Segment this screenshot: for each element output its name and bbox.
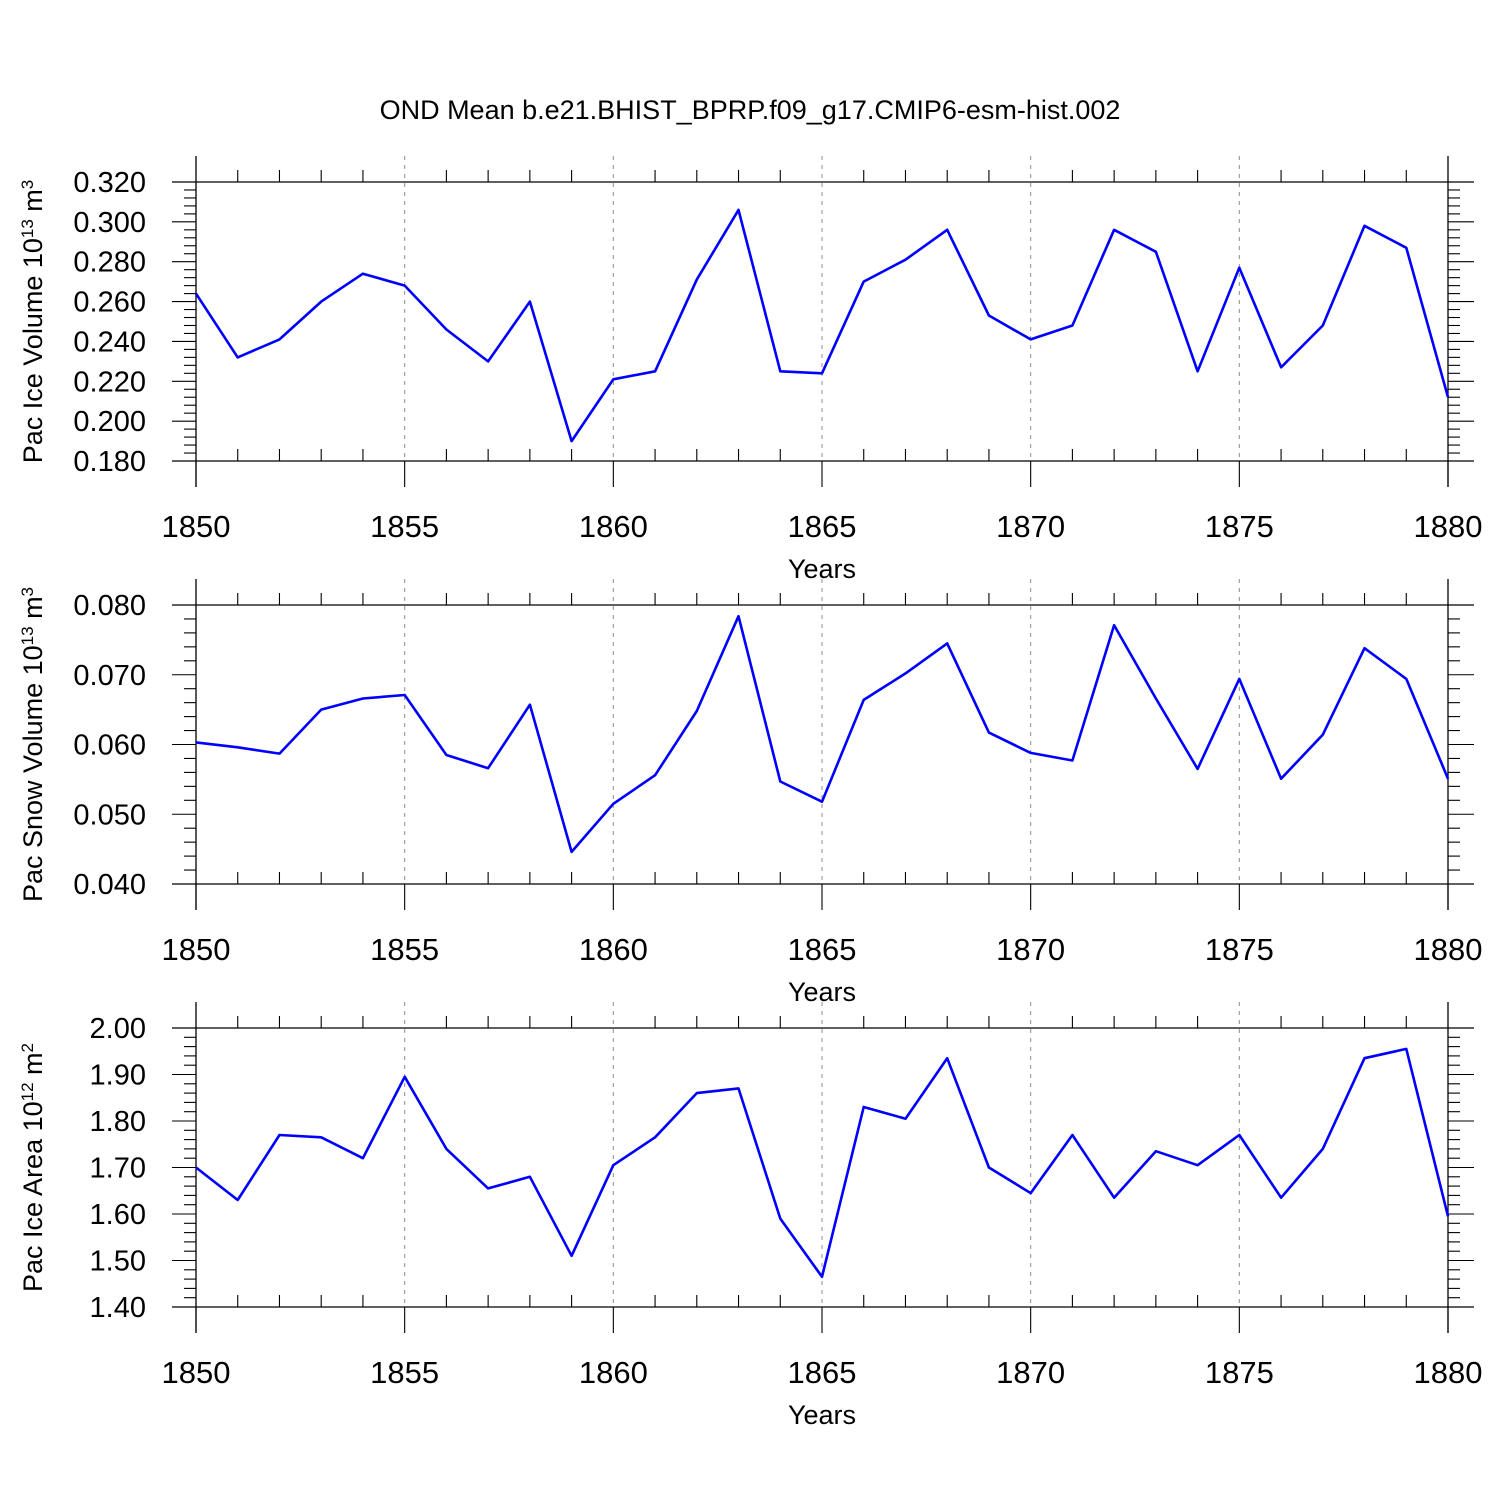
y-tick-label: 1.90 — [90, 1060, 146, 1092]
y-axis-label-part: m — [18, 596, 48, 626]
x-tick-label: 1880 — [1414, 932, 1483, 967]
y-tick-label: 0.300 — [73, 207, 146, 239]
y-tick-label: 0.320 — [73, 167, 146, 199]
y-axis-label-exponent: 13 — [18, 219, 37, 238]
y-tick-label: 0.040 — [73, 869, 146, 901]
y-tick-label: 0.240 — [73, 326, 146, 358]
y-tick-label: 0.080 — [73, 590, 146, 622]
x-axis-label: Years — [788, 1400, 856, 1430]
x-tick-label: 1880 — [1414, 1355, 1483, 1390]
y-tick-label: 0.280 — [73, 247, 146, 279]
y-axis-label: Pac Ice Volume 1013 m3 — [18, 180, 49, 464]
y-axis-label-part: m — [18, 189, 48, 219]
series-line-pac-ice-volume — [194, 208, 1450, 443]
y-axis-label-part: m — [18, 1052, 48, 1082]
y-axis-label: Pac Snow Volume 1013 m3 — [18, 587, 49, 902]
y-tick-label: 2.00 — [90, 1013, 146, 1045]
y-tick-label: 0.260 — [73, 287, 146, 319]
y-tick-label: 1.70 — [90, 1153, 146, 1185]
x-tick-label: 1860 — [579, 509, 648, 544]
y-tick-label: 0.180 — [73, 446, 146, 478]
x-tick-label: 1870 — [996, 932, 1065, 967]
x-tick-label: 1850 — [162, 509, 231, 544]
x-tick-label: 1860 — [579, 932, 648, 967]
y-tick-label: 0.200 — [73, 406, 146, 438]
y-tick-label: 1.80 — [90, 1106, 146, 1138]
panel-3: 2.00 1.90 1.80 1.70 1.60 1.50 1.40 1850 1855 1860… — [18, 1002, 1483, 1430]
y-axis-label-exponent: 12 — [18, 1082, 37, 1101]
x-tick-label: 1865 — [788, 932, 857, 967]
y-axis-label-exponent: 2 — [18, 1043, 37, 1052]
x-tick-label: 1855 — [370, 509, 439, 544]
x-tick-label: 1855 — [370, 1355, 439, 1390]
x-tick-label: 1875 — [1205, 509, 1274, 544]
y-axis-label-exponent: 3 — [18, 180, 37, 189]
x-tick-label: 1875 — [1205, 1355, 1274, 1390]
y-axis-label-part: Pac Ice Volume 10 — [18, 238, 48, 463]
x-tick-label: 1865 — [788, 1355, 857, 1390]
panels: 0.320 0.300 0.280 0.260 0.240 0.220 0.200 0.180… — [18, 156, 1483, 1430]
x-tick-label: 1865 — [788, 509, 857, 544]
y-tick-label: 0.070 — [73, 660, 146, 692]
y-axis-label-part: Pac Ice Area 10 — [18, 1101, 48, 1292]
x-tick-label: 1850 — [162, 1355, 231, 1390]
panel-1: 0.320 0.300 0.280 0.260 0.240 0.220 0.200 0.180… — [18, 156, 1483, 584]
x-tick-label: 1860 — [579, 1355, 648, 1390]
y-tick-label: 0.220 — [73, 366, 146, 398]
y-axis-label-part: Pac Snow Volume 10 — [18, 645, 48, 902]
y-tick-label: 0.050 — [73, 799, 146, 831]
x-tick-label: 1875 — [1205, 932, 1274, 967]
y-axis-label-exponent: 3 — [18, 587, 37, 596]
y-axis-label: Pac Ice Area 1012 m2 — [18, 1043, 49, 1292]
y-axis-label-exponent: 13 — [18, 626, 37, 645]
chart-title: OND Mean b.e21.BHIST_BPRP.f09_g17.CMIP6-… — [380, 95, 1121, 125]
x-tick-label: 1855 — [370, 932, 439, 967]
x-tick-label: 1850 — [162, 932, 231, 967]
x-tick-label: 1880 — [1414, 509, 1483, 544]
y-tick-label: 1.40 — [90, 1292, 146, 1324]
panel-2: 0.080 0.070 0.060 0.050 0.040 1850 1855 1860 186… — [18, 579, 1483, 1007]
y-tick-label: 1.60 — [90, 1199, 146, 1231]
x-tick-label: 1870 — [996, 509, 1065, 544]
x-tick-label: 1870 — [996, 1355, 1065, 1390]
y-tick-label: 0.060 — [73, 730, 146, 762]
y-tick-label: 1.50 — [90, 1246, 146, 1278]
